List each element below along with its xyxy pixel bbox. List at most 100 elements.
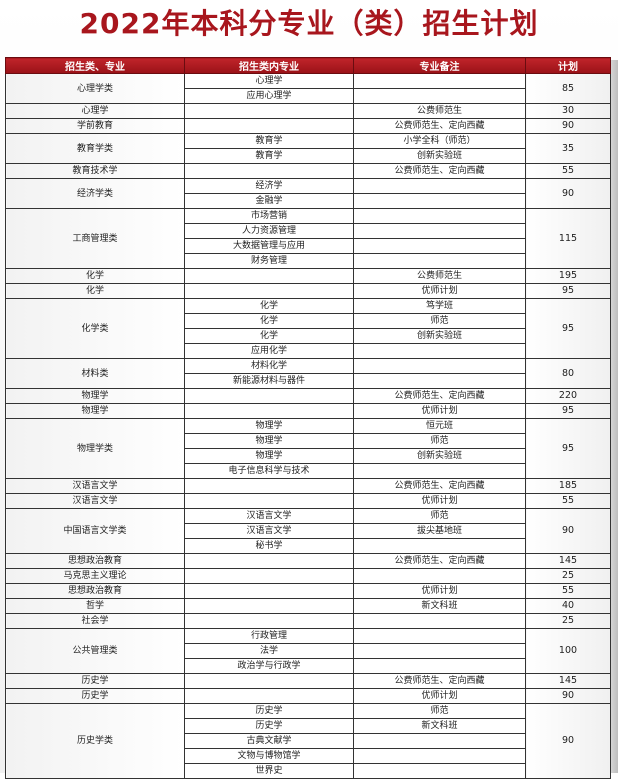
major-cell: 新能源材料与器件 xyxy=(184,373,354,389)
table-row: 化学 师范 xyxy=(6,313,611,329)
note-cell xyxy=(353,223,526,239)
note-cell: 师范 xyxy=(353,433,526,449)
major-cell xyxy=(184,553,354,569)
major-cell: 化学 xyxy=(184,313,354,329)
category-cell: 汉语言文学 xyxy=(5,493,185,509)
note-cell: 创新实验班 xyxy=(353,328,526,344)
note-cell xyxy=(353,193,526,209)
plan-cell: 40 xyxy=(525,598,611,614)
table-row: 金融学 xyxy=(6,193,611,209)
note-cell xyxy=(353,628,526,644)
major-cell: 古典文献学 xyxy=(184,733,354,749)
major-cell xyxy=(184,673,354,689)
category-cell: 教育技术学 xyxy=(5,163,185,179)
table-row: 历史学 新文科班 xyxy=(6,718,611,734)
category-cell: 经济学类 xyxy=(5,178,185,209)
major-cell: 文物与博物馆学 xyxy=(184,748,354,764)
major-cell xyxy=(184,583,354,599)
plan-cell: 55 xyxy=(525,163,611,179)
plan-cell: 185 xyxy=(525,478,611,494)
note-cell xyxy=(353,358,526,374)
note-cell xyxy=(353,763,526,779)
table-row: 哲学 新文科班 40 xyxy=(5,598,611,614)
major-cell: 物理学 xyxy=(184,418,354,434)
enrollment-plan-table: 招生类、专业 招生类内专业 专业备注 计划 心理学类 心理学 85 应用心理学 心理学公… xyxy=(5,57,611,779)
category-cell: 中国语言文学类 xyxy=(5,508,185,554)
major-cell: 世界史 xyxy=(184,763,354,779)
table-row: 政治学与行政学 xyxy=(6,658,611,674)
note-cell: 优师计划 xyxy=(353,583,526,599)
major-cell: 应用心理学 xyxy=(184,88,354,104)
category-cell: 思想政治教育 xyxy=(5,553,185,569)
major-cell xyxy=(184,568,354,584)
plan-cell: 95 xyxy=(525,403,611,419)
major-cell: 大数据管理与应用 xyxy=(184,238,354,254)
major-cell: 教育学 xyxy=(184,133,354,149)
plan-cell: 220 xyxy=(525,388,611,404)
plan-cell: 145 xyxy=(525,673,611,689)
plan-cell: 35 xyxy=(525,133,611,164)
category-cell: 历史学 xyxy=(5,688,185,704)
major-cell: 化学 xyxy=(184,298,354,314)
major-cell xyxy=(184,163,354,179)
note-cell: 优师计划 xyxy=(353,493,526,509)
table-row: 新能源材料与器件 xyxy=(6,373,611,389)
header-note: 专业备注 xyxy=(353,57,526,74)
header-category: 招生类、专业 xyxy=(5,57,185,74)
plan-cell: 100 xyxy=(525,628,611,674)
category-cell: 哲学 xyxy=(5,598,185,614)
note-cell: 新文科班 xyxy=(353,718,526,734)
plan-cell: 95 xyxy=(525,283,611,299)
plan-cell: 145 xyxy=(525,553,611,569)
note-cell xyxy=(353,343,526,359)
major-cell xyxy=(184,403,354,419)
category-cell: 马克思主义理论 xyxy=(5,568,185,584)
note-cell: 创新实验班 xyxy=(353,148,526,164)
table-row: 古典文献学 xyxy=(6,733,611,749)
table-row: 物理学 公费师范生、定向西藏 220 xyxy=(5,388,611,404)
table-row: 心理学 公费师范生 30 xyxy=(5,103,611,119)
major-cell xyxy=(184,103,354,119)
category-cell: 历史学类 xyxy=(5,703,185,779)
note-cell xyxy=(353,373,526,389)
category-cell: 汉语言文学 xyxy=(5,478,185,494)
category-cell: 工商管理类 xyxy=(5,208,185,269)
major-cell: 教育学 xyxy=(184,148,354,164)
note-cell: 恒元班 xyxy=(353,418,526,434)
note-cell: 笃学班 xyxy=(353,298,526,314)
note-cell xyxy=(353,658,526,674)
major-cell: 经济学 xyxy=(184,178,354,194)
note-cell xyxy=(353,643,526,659)
major-cell: 心理学 xyxy=(184,73,354,89)
note-cell xyxy=(353,613,526,629)
table-row: 思想政治教育 优师计划 55 xyxy=(5,583,611,599)
major-cell xyxy=(184,118,354,134)
major-cell: 法学 xyxy=(184,643,354,659)
table-row: 物理学 优师计划 95 xyxy=(5,403,611,419)
note-cell: 优师计划 xyxy=(353,688,526,704)
major-cell xyxy=(184,268,354,284)
major-cell: 电子信息科学与技术 xyxy=(184,463,354,479)
plan-cell: 90 xyxy=(525,688,611,704)
table-row: 历史学 公费师范生、定向西藏 145 xyxy=(5,673,611,689)
plan-cell: 90 xyxy=(525,118,611,134)
category-cell: 物理学类 xyxy=(5,418,185,479)
table-row: 教育学 创新实验班 xyxy=(6,148,611,164)
major-cell: 人力资源管理 xyxy=(184,223,354,239)
plan-cell: 90 xyxy=(525,178,611,209)
note-cell xyxy=(353,73,526,89)
note-cell xyxy=(353,568,526,584)
table-header-row: 招生类、专业 招生类内专业 专业备注 计划 xyxy=(5,57,611,74)
table-row: 汉语言文学 优师计划 55 xyxy=(5,493,611,509)
table-row: 文物与博物馆学 xyxy=(6,748,611,764)
note-cell: 公费师范生、定向西藏 xyxy=(353,118,526,134)
note-cell: 公费师范生 xyxy=(353,103,526,119)
table-row: 社会学 25 xyxy=(5,613,611,629)
category-cell: 化学类 xyxy=(5,298,185,359)
table-row: 教育学类 教育学 小学全科（师范） 35 xyxy=(5,133,611,164)
note-cell xyxy=(353,238,526,254)
page-edge-shadow xyxy=(610,60,618,773)
note-cell: 公费师范生、定向西藏 xyxy=(353,388,526,404)
major-cell: 政治学与行政学 xyxy=(184,658,354,674)
table-row: 汉语言文学 拔尖基地班 xyxy=(6,523,611,539)
